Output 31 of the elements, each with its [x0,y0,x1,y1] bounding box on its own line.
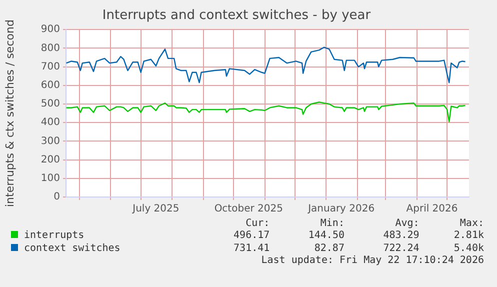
text: 483.29 [382,229,420,242]
y-tick-label: 200 [40,154,60,166]
x-tick-label: July 2025 [132,204,180,215]
x-tick-label: January 2026 [307,204,375,215]
chart-title: Interrupts and context switches - by year [102,8,372,24]
text: Cur: [244,218,271,229]
text: 144.50 [307,229,346,242]
y-tick-label: 0 [54,192,60,203]
y-tick-label: 900 [40,24,60,36]
x-tick-label: April 2026 [406,204,458,215]
y-axis-title: interrupts & ctx switches / second [3,20,16,208]
y-tick-label: 500 [40,98,60,110]
text: 496.17 [232,229,271,242]
text: 722.24 [382,242,420,255]
y-tick-label: 400 [40,117,60,128]
y-tick-label: 600 [40,80,60,91]
text: 2.81k [452,229,485,242]
y-tick-label: 700 [40,61,60,72]
text: Max: [458,218,485,229]
y-tick-label: 300 [40,136,60,147]
y-tick-label: 800 [40,42,60,54]
y-tick-label: 100 [40,172,60,184]
text: Avg: [394,218,420,229]
x-tick-label: October 2025 [214,204,283,215]
legend-label: context switches [23,242,122,255]
text: Min: [319,218,346,229]
text: 82.87 [313,242,346,255]
text: 5.40k [452,242,485,255]
legend-label: interrupts [23,229,86,242]
text: 731.41 [232,242,271,255]
text: Last update: Fri May 22 17:10:24 2026 [260,255,485,266]
